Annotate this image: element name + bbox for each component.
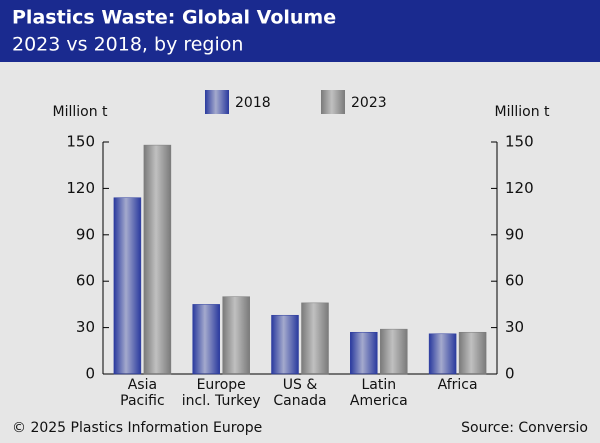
y2-tick-label: 120 xyxy=(505,179,534,197)
footer-right: Source: Conversio xyxy=(461,420,588,436)
bar xyxy=(113,197,142,375)
y2-tick-label: 90 xyxy=(505,225,524,243)
bar xyxy=(301,302,329,375)
bar xyxy=(380,328,408,375)
bar xyxy=(428,333,457,375)
legend-label: 2018 xyxy=(235,95,271,111)
y2-tick-label: 60 xyxy=(505,272,524,290)
chart-subtitle: 2023 vs 2018, by region xyxy=(12,34,243,56)
bar xyxy=(143,144,172,375)
legend-swatch xyxy=(205,90,229,114)
bar xyxy=(222,296,250,375)
y-tick-label: 30 xyxy=(76,318,95,336)
footer-left: © 2025 Plastics Information Europe xyxy=(12,420,262,436)
legend-swatch xyxy=(321,90,345,114)
x-tick-label: Asia Pacific xyxy=(120,377,165,409)
y-tick-label: 0 xyxy=(85,365,95,383)
x-tick-label: Europe incl. Turkey xyxy=(181,377,261,409)
y-tick-label: 150 xyxy=(66,133,95,151)
bar xyxy=(192,304,220,375)
y2-tick-label: 30 xyxy=(505,318,524,336)
x-tick-label: Latin America xyxy=(349,377,408,409)
y2-axis-label: Million t xyxy=(494,104,550,120)
bar xyxy=(271,314,299,375)
x-tick-label: Africa xyxy=(437,377,478,393)
chart-title: Plastics Waste: Global Volume xyxy=(12,7,336,29)
legend-label: 2023 xyxy=(351,95,387,111)
y2-tick-label: 0 xyxy=(505,365,515,383)
y2-tick-label: 150 xyxy=(505,133,534,151)
bar xyxy=(458,331,487,375)
y-tick-label: 60 xyxy=(76,272,95,290)
x-tick-label: US & Canada xyxy=(273,377,327,409)
bar xyxy=(350,331,378,375)
y-tick-label: 120 xyxy=(66,179,95,197)
header-band xyxy=(0,0,600,62)
y-tick-label: 90 xyxy=(76,225,95,243)
y-axis-label: Million t xyxy=(52,104,108,120)
